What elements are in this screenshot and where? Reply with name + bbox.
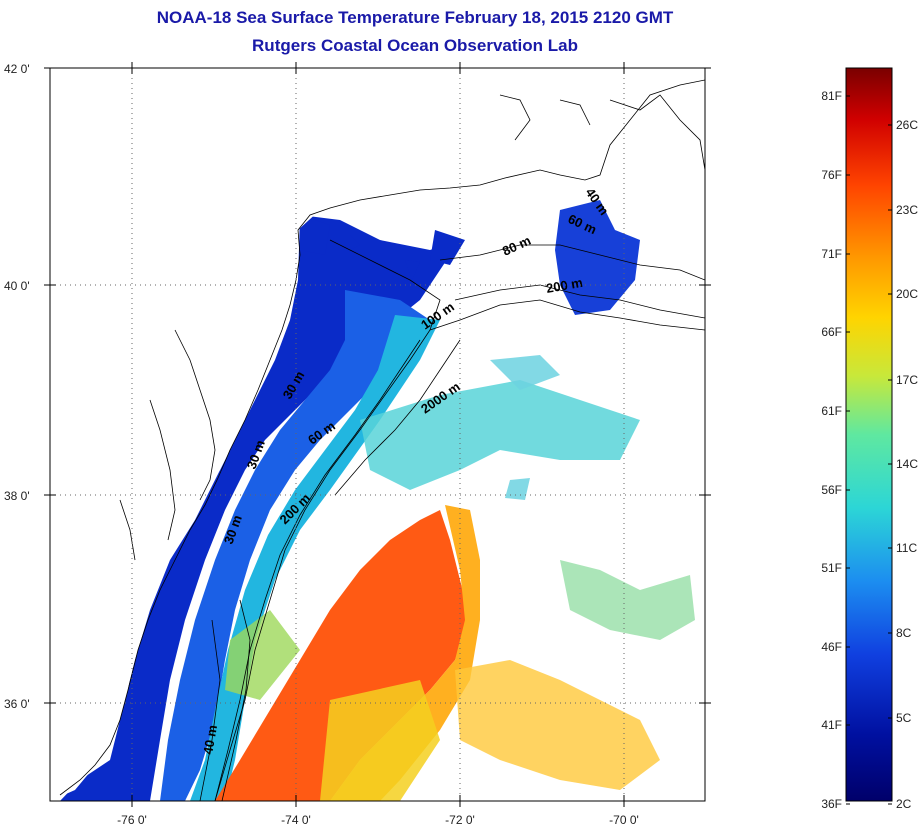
- depth-label: 200 m: [545, 275, 584, 296]
- colorbar-f-label: 41F: [821, 718, 842, 732]
- contour-shelf-4: [429, 299, 705, 331]
- colorbar-f-label: 71F: [821, 247, 842, 261]
- colorbar-f-label: 56F: [821, 483, 842, 497]
- depth-label: 40 m: [200, 724, 220, 756]
- contour-2000: [334, 339, 461, 496]
- bay-inlet: [119, 329, 216, 561]
- lat-label: 40 0': [4, 279, 30, 293]
- colorbar-c-label: 20C: [896, 287, 918, 301]
- colorbar-f-label: 36F: [821, 797, 842, 811]
- coastline: [59, 79, 705, 796]
- gulf-stream-warm: [215, 510, 470, 801]
- colorbar-f-label: 51F: [821, 561, 842, 575]
- contour-slope-1: [221, 599, 251, 801]
- lat-label: 36 0': [4, 697, 30, 711]
- green-warm-patch: [225, 610, 300, 700]
- contour-shelf-1: [214, 239, 441, 801]
- contour-shelf-2: [439, 244, 705, 281]
- colorbar-c-label: 5C: [896, 711, 912, 725]
- colorbar-f-label: 66F: [821, 325, 842, 339]
- contour-shelf-3: [454, 284, 705, 319]
- lat-label: 42 0': [4, 62, 30, 76]
- axis-ticks: [44, 62, 711, 807]
- colorbar-c-label: 23C: [896, 203, 918, 217]
- temperature-field: [50, 68, 705, 801]
- colorbar-c-label: 17C: [896, 373, 918, 387]
- colorbar-c-label: 11C: [896, 541, 917, 555]
- colorbar-c-label: 8C: [896, 626, 912, 640]
- colorbar-f-ticks: 81F 76F 71F 66F 61F 56F 51F 46F 41F 36F: [821, 89, 850, 811]
- colorbar: 81F 76F 71F 66F 61F 56F 51F 46F 41F 36F 26C 23C 20C…: [821, 67, 918, 811]
- lat-labels: 42 0' 40 0' 38 0' 36 0': [4, 62, 30, 711]
- colorbar-c-ticks: 26C 23C 20C 17C 14C 11C 8C 5C 2C: [888, 118, 918, 811]
- colorbar-f-label: 46F: [821, 640, 842, 654]
- coastline-contours: [59, 79, 705, 801]
- southeast-warm-patches: [455, 660, 660, 790]
- lon-label: -70 0': [609, 813, 639, 827]
- graticule: [50, 68, 705, 801]
- contour-slope-2: [199, 619, 221, 801]
- lon-label: -72 0': [445, 813, 475, 827]
- colorbar-bar: [845, 67, 893, 802]
- east-cyan-patches: [560, 560, 695, 640]
- lon-labels: -76 0' -74 0' -72 0' -70 0': [117, 813, 639, 827]
- maine-coast-detail: [499, 94, 705, 171]
- lat-label: 38 0': [4, 489, 30, 503]
- shelf-slope-water: [190, 315, 440, 801]
- lon-label: -76 0': [117, 813, 147, 827]
- colorbar-f-label: 81F: [821, 89, 842, 103]
- colorbar-f-label: 61F: [821, 404, 842, 418]
- colorbar-c-label: 2C: [896, 797, 912, 811]
- map-title: NOAA-18 Sea Surface Temperature February…: [156, 8, 674, 27]
- land-mass: [50, 68, 705, 801]
- map-frame: [49, 67, 706, 802]
- contour-deep: [214, 339, 421, 801]
- offshore-cyan-patches: [360, 380, 640, 490]
- shelf-cold-water: [60, 215, 460, 801]
- yellow-warm-patch: [320, 680, 440, 801]
- map-subtitle: Rutgers Coastal Ocean Observation Lab: [252, 36, 578, 55]
- colorbar-c-label: 14C: [896, 457, 918, 471]
- north-east-cyan: [490, 355, 560, 500]
- georges-bank-cold: [555, 200, 640, 315]
- gulf-of-maine-spots: [300, 215, 465, 280]
- colorbar-c-label: 26C: [896, 118, 918, 132]
- colorbar-f-label: 76F: [821, 168, 842, 182]
- lon-label: -74 0': [281, 813, 311, 827]
